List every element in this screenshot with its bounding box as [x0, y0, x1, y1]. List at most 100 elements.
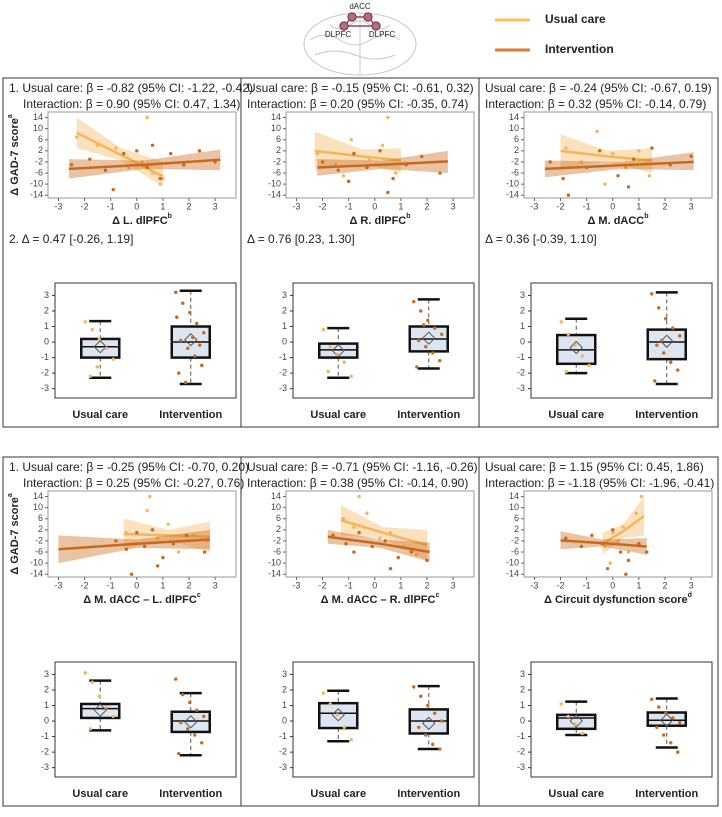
point [188, 700, 192, 705]
fit-line [560, 149, 653, 162]
point [188, 310, 192, 315]
point [145, 508, 149, 513]
point [564, 146, 568, 150]
point [662, 733, 666, 737]
y-tick-label: 2 [44, 684, 49, 694]
mean [93, 703, 107, 717]
brain-label: DLPFC [369, 30, 395, 39]
point [135, 149, 139, 153]
point [393, 171, 398, 175]
point [155, 536, 160, 540]
point [202, 550, 207, 554]
point [193, 354, 197, 358]
point [346, 179, 351, 184]
y-tick-label: 3 [520, 290, 525, 300]
y-tick-label: 6 [514, 134, 519, 144]
point [380, 143, 385, 147]
point [409, 550, 414, 554]
point [365, 165, 369, 170]
x-axis-label-main: Δ M. dACC – L. dlPFC [83, 594, 197, 606]
point [566, 332, 570, 336]
point [587, 363, 591, 368]
y-tick-label: -6 [273, 167, 281, 177]
mean [331, 343, 345, 358]
point [181, 301, 185, 305]
point [424, 345, 428, 349]
point [195, 708, 199, 712]
mean [184, 715, 198, 729]
x-tick-label: -1 [345, 201, 353, 211]
category-label: Intervention [635, 788, 698, 800]
point [653, 379, 657, 383]
point [559, 702, 563, 706]
point [414, 553, 419, 557]
box [80, 337, 121, 359]
fit-line [544, 160, 694, 171]
y-tick-label: 10 [509, 123, 519, 133]
point [573, 343, 577, 347]
y-tick-label: -6 [511, 546, 519, 556]
fit-line [58, 538, 210, 551]
y-tick-label: 3 [282, 669, 287, 679]
mean [422, 716, 436, 731]
point [412, 685, 416, 689]
point [166, 522, 170, 526]
x-axis-label-main: Δ L. dlPFC [112, 215, 168, 227]
fit-line [68, 158, 221, 171]
point [357, 530, 361, 535]
y-tick-label: -2 [279, 368, 287, 378]
point [83, 671, 87, 675]
point [388, 530, 393, 535]
x-tick-label: 1 [160, 580, 165, 590]
y-tick-label: 10 [509, 502, 519, 512]
point [367, 157, 372, 161]
x-tick-label: 0 [610, 201, 615, 211]
category-label: Intervention [635, 409, 698, 421]
y-axis-label-main: Δ GAD-7 score [9, 497, 21, 575]
y-tick-label: -6 [35, 167, 43, 177]
point [647, 174, 652, 178]
point [129, 572, 134, 576]
point [179, 720, 183, 725]
fit-line [123, 532, 210, 539]
x-tick-label: -1 [107, 201, 115, 211]
point [561, 176, 565, 181]
x-tick-label: -3 [530, 201, 538, 211]
point [158, 176, 162, 181]
y-tick-label: -2 [273, 156, 281, 166]
point [584, 165, 589, 170]
point [611, 528, 615, 532]
ci-band [314, 131, 401, 174]
x-tick-label: 1 [636, 580, 641, 590]
point [200, 741, 204, 745]
point [349, 374, 353, 378]
y-tick-label: 0 [44, 715, 49, 725]
point [438, 171, 442, 175]
y-tick-label: 2 [38, 145, 43, 155]
point [616, 174, 620, 178]
point [378, 149, 382, 153]
x-tick-label: 3 [213, 201, 218, 211]
y-tick-label: 10 [33, 123, 43, 133]
y-tick-label: -14 [268, 569, 281, 579]
point [637, 542, 641, 546]
ci-band [317, 150, 448, 176]
point [419, 309, 423, 313]
point [161, 176, 165, 181]
point [195, 321, 199, 326]
annotation: 1. Usual care: β = -0.25 (95% CI: -0.70,… [9, 460, 249, 474]
point [650, 292, 654, 296]
y-tick-label: -10 [506, 558, 519, 568]
point [97, 694, 101, 698]
x-tick-label: 1 [160, 201, 165, 211]
point [611, 530, 615, 535]
point [192, 533, 196, 538]
point [579, 544, 584, 549]
y-tick-label: -2 [35, 156, 43, 166]
brain-nodes [339, 12, 381, 31]
x-tick-label: -2 [557, 580, 565, 590]
point [336, 168, 340, 172]
y-tick-label: -14 [506, 190, 519, 200]
y-tick-label: -2 [41, 368, 49, 378]
x-axis-label-sup: b [406, 213, 410, 220]
